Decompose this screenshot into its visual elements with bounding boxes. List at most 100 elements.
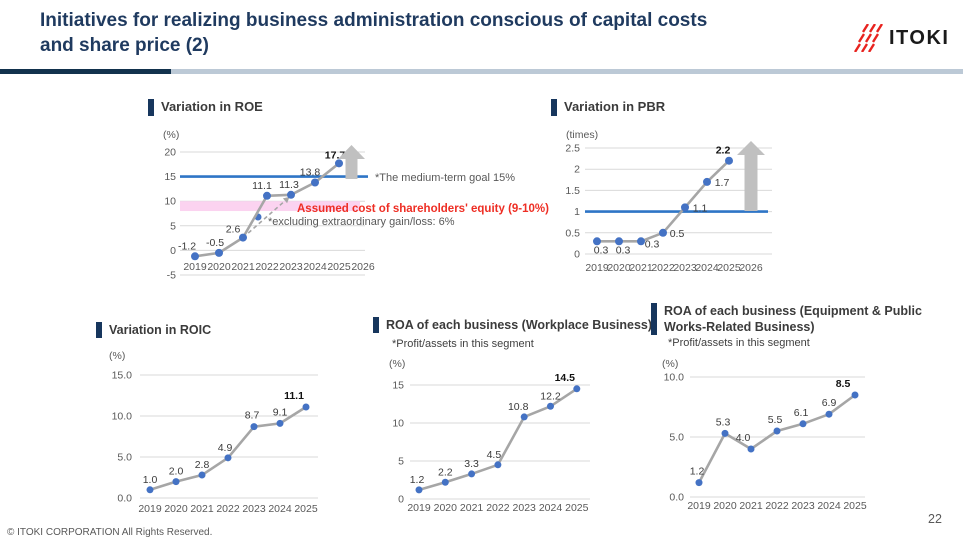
svg-text:2.2: 2.2 bbox=[438, 466, 453, 478]
svg-text:2025: 2025 bbox=[565, 502, 589, 514]
pbr-line-chart: 2.521.510.50(times)201920202021202220232… bbox=[565, 129, 772, 274]
svg-text:2024: 2024 bbox=[695, 262, 719, 274]
svg-text:2: 2 bbox=[574, 164, 580, 176]
chart-subtitle-equipment: *Profit/assets in this segment bbox=[668, 337, 810, 349]
itoki-logo-hatch-icon bbox=[853, 24, 884, 52]
svg-text:-5: -5 bbox=[167, 270, 176, 282]
svg-text:1.7: 1.7 bbox=[715, 177, 730, 189]
svg-text:2021: 2021 bbox=[190, 503, 214, 515]
svg-text:2022: 2022 bbox=[486, 502, 510, 514]
svg-text:2023: 2023 bbox=[791, 500, 815, 512]
svg-text:2022: 2022 bbox=[255, 261, 279, 273]
svg-text:2021: 2021 bbox=[629, 262, 653, 274]
svg-text:10: 10 bbox=[392, 418, 404, 430]
svg-text:1.5: 1.5 bbox=[565, 185, 580, 197]
svg-text:0.5: 0.5 bbox=[565, 227, 580, 239]
svg-text:2024: 2024 bbox=[303, 261, 327, 273]
svg-text:2025: 2025 bbox=[717, 262, 741, 274]
svg-text:5.5: 5.5 bbox=[768, 414, 783, 426]
svg-text:2021: 2021 bbox=[739, 500, 763, 512]
svg-text:2020: 2020 bbox=[434, 502, 458, 514]
svg-text:2022: 2022 bbox=[651, 262, 675, 274]
roic-line-chart: 15.010.05.00.0(%)2019 2020 2021 2022 2023 202… bbox=[109, 350, 318, 515]
svg-text:2024: 2024 bbox=[817, 500, 841, 512]
svg-text:2.0: 2.0 bbox=[169, 466, 184, 478]
svg-text:2023: 2023 bbox=[242, 503, 266, 515]
svg-text:1.1: 1.1 bbox=[693, 202, 708, 214]
title-accent-bar bbox=[96, 322, 102, 338]
page-title: Initiatives for realizing business admin… bbox=[40, 8, 840, 58]
svg-text:0.0: 0.0 bbox=[669, 492, 684, 504]
svg-text:12.2: 12.2 bbox=[540, 390, 561, 402]
chart-title-roe-label: Variation in ROE bbox=[161, 99, 263, 114]
svg-text:2021: 2021 bbox=[460, 502, 484, 514]
svg-text:(%): (%) bbox=[109, 350, 125, 362]
svg-text:2023: 2023 bbox=[673, 262, 697, 274]
svg-text:2.6: 2.6 bbox=[226, 224, 241, 236]
svg-text:2025: 2025 bbox=[843, 500, 867, 512]
svg-text:4.5: 4.5 bbox=[487, 449, 502, 461]
svg-text:5: 5 bbox=[398, 456, 404, 468]
svg-text:*The medium-term goal 15%: *The medium-term goal 15% bbox=[375, 172, 515, 184]
svg-text:0.3: 0.3 bbox=[616, 244, 631, 256]
svg-text:20: 20 bbox=[164, 147, 176, 159]
svg-text:2026: 2026 bbox=[351, 261, 375, 273]
svg-text:(%): (%) bbox=[389, 358, 405, 370]
chart-title-workplace: ROA of each business (Workplace Business… bbox=[373, 317, 658, 333]
svg-text:2019: 2019 bbox=[687, 500, 711, 512]
page-title-line2: and share price (2) bbox=[40, 35, 209, 57]
svg-text:2021: 2021 bbox=[231, 261, 255, 273]
svg-text:5: 5 bbox=[170, 220, 176, 232]
svg-text:1: 1 bbox=[574, 206, 580, 218]
svg-text:2020: 2020 bbox=[713, 500, 737, 512]
svg-text:2024: 2024 bbox=[268, 503, 292, 515]
svg-text:2020: 2020 bbox=[164, 503, 188, 515]
title-accent-bar bbox=[148, 99, 154, 116]
svg-text:0: 0 bbox=[170, 245, 176, 257]
trend-up-arrow-icon bbox=[338, 145, 365, 179]
svg-text:10.0: 10.0 bbox=[112, 411, 133, 423]
svg-text:1.0: 1.0 bbox=[143, 474, 158, 486]
svg-text:2025: 2025 bbox=[327, 261, 351, 273]
svg-text:2020: 2020 bbox=[207, 261, 231, 273]
svg-text:4.9: 4.9 bbox=[218, 442, 233, 454]
svg-text:5.0: 5.0 bbox=[669, 432, 684, 444]
svg-text:6.1: 6.1 bbox=[794, 407, 809, 419]
svg-text:2019: 2019 bbox=[585, 262, 609, 274]
svg-text:2022: 2022 bbox=[216, 503, 240, 515]
svg-text:(%): (%) bbox=[662, 358, 678, 370]
page-title-line1: Initiatives for realizing business admin… bbox=[40, 10, 708, 31]
svg-text:2025: 2025 bbox=[294, 503, 318, 515]
svg-text:8.5: 8.5 bbox=[836, 378, 851, 390]
svg-text:-0.5: -0.5 bbox=[206, 237, 224, 249]
chart-title-workplace-label: ROA of each business (Workplace Business… bbox=[386, 318, 653, 332]
chart-title-roic: Variation in ROIC bbox=[96, 322, 296, 338]
svg-text:15: 15 bbox=[164, 171, 176, 183]
svg-text:3.3: 3.3 bbox=[464, 458, 479, 470]
svg-text:5.3: 5.3 bbox=[716, 416, 731, 428]
svg-text:0: 0 bbox=[398, 494, 404, 506]
svg-text:11.1: 11.1 bbox=[284, 390, 304, 402]
svg-text:2019: 2019 bbox=[138, 503, 162, 515]
header-rule bbox=[0, 69, 963, 74]
svg-text:11.1: 11.1 bbox=[252, 180, 272, 192]
itoki-logo-text: ITOKI bbox=[889, 26, 950, 49]
trend-up-arrow-icon bbox=[737, 141, 765, 211]
svg-text:6.9: 6.9 bbox=[822, 397, 837, 409]
chart-subtitle-workplace: *Profit/assets in this segment bbox=[392, 338, 534, 350]
svg-text:2019: 2019 bbox=[183, 261, 207, 273]
svg-text:0.3: 0.3 bbox=[645, 238, 660, 250]
svg-text:0.3: 0.3 bbox=[594, 244, 609, 256]
chart-title-equipment: ROA of each business (Equipment & Public… bbox=[651, 303, 951, 335]
svg-text:2024: 2024 bbox=[539, 502, 563, 514]
page-number: 22 bbox=[928, 512, 942, 526]
svg-text:13.8: 13.8 bbox=[300, 167, 321, 179]
title-accent-bar bbox=[373, 317, 379, 333]
svg-text:(%): (%) bbox=[163, 129, 179, 141]
svg-text:15: 15 bbox=[392, 380, 404, 392]
svg-text:2.2: 2.2 bbox=[716, 145, 731, 157]
header-rule-accent bbox=[0, 69, 171, 74]
svg-text:2019: 2019 bbox=[407, 502, 431, 514]
svg-text:-1.2: -1.2 bbox=[178, 240, 196, 252]
